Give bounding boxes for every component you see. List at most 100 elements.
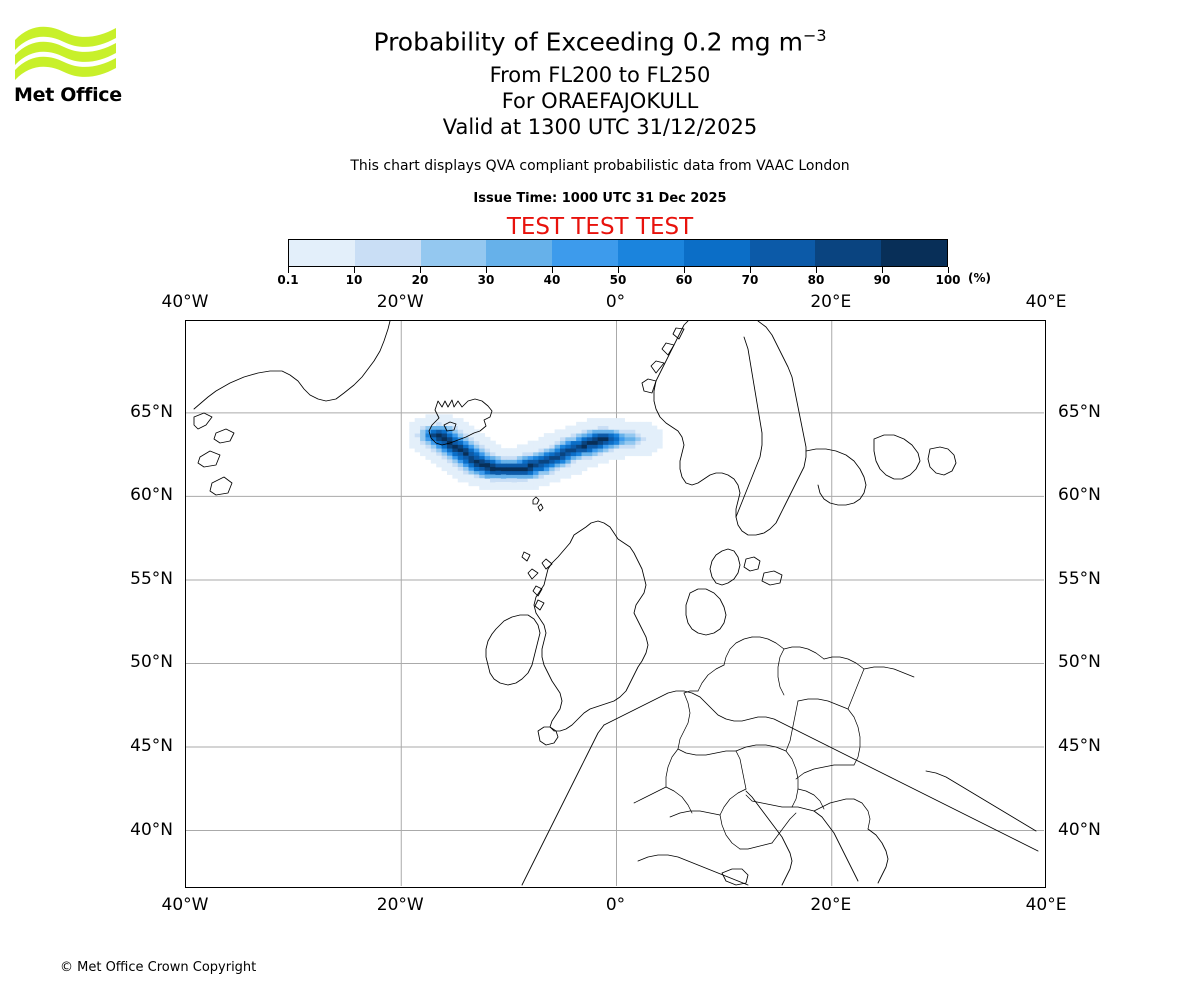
colorbar-tick-label: 60 bbox=[675, 273, 693, 287]
plume-cell bbox=[559, 429, 566, 434]
plume-cell bbox=[479, 448, 486, 453]
plume-cell bbox=[495, 478, 502, 483]
lat-label-right: 50°N bbox=[1058, 652, 1101, 673]
plume-cell bbox=[619, 455, 625, 460]
plume-cell bbox=[576, 448, 582, 453]
plume-cell bbox=[463, 433, 469, 438]
plume-cell bbox=[619, 418, 625, 423]
plume-cell bbox=[603, 418, 609, 423]
plume-cell bbox=[425, 421, 432, 427]
test-banner: TEST TEST TEST bbox=[506, 214, 694, 240]
plume-cell bbox=[452, 448, 459, 453]
plume-cell bbox=[495, 485, 502, 490]
plume-cell bbox=[613, 451, 620, 457]
plume-cell bbox=[549, 444, 556, 449]
plume-cell bbox=[441, 451, 448, 457]
plume-cell bbox=[484, 440, 491, 445]
plume-cell bbox=[463, 444, 469, 449]
plume-cell bbox=[420, 418, 426, 423]
copyright-text: © Met Office Crown Copyright bbox=[60, 960, 257, 975]
plume-cell bbox=[414, 425, 421, 430]
plume-cell bbox=[490, 448, 496, 453]
plume-cell bbox=[479, 466, 486, 472]
lat-label-right: 65°N bbox=[1058, 401, 1101, 422]
plume-cell bbox=[446, 436, 453, 442]
colorbar-tick bbox=[618, 267, 619, 273]
plume-cell bbox=[441, 418, 448, 423]
plume-cell bbox=[441, 433, 448, 438]
lat-label-right: 60°N bbox=[1058, 485, 1101, 506]
lon-label-bottom: 0° bbox=[605, 895, 626, 915]
plume-cell bbox=[538, 478, 545, 483]
plume-cell bbox=[651, 440, 658, 445]
plume-cell bbox=[446, 414, 453, 419]
plume-cell bbox=[565, 444, 572, 449]
plume-cell bbox=[581, 444, 588, 449]
plume-cell bbox=[527, 482, 534, 487]
colorbar-band-2 bbox=[420, 240, 487, 266]
lat-label-right: 40°N bbox=[1058, 819, 1101, 840]
plume-cell bbox=[420, 425, 426, 430]
plume-cell bbox=[436, 418, 443, 423]
plume-cell bbox=[554, 433, 561, 438]
plume-cell bbox=[651, 425, 658, 430]
plume-cell bbox=[506, 455, 512, 460]
plume-cell bbox=[559, 455, 566, 460]
plume-cell bbox=[581, 463, 588, 468]
plume-cell bbox=[430, 459, 437, 464]
map-panel[interactable] bbox=[185, 320, 1046, 888]
plume-cell bbox=[420, 444, 426, 449]
plume-cell bbox=[613, 429, 620, 434]
plume-cell bbox=[592, 463, 599, 468]
plume-cell bbox=[608, 436, 615, 442]
plume-cell bbox=[608, 444, 615, 449]
plume-cell bbox=[468, 425, 475, 430]
plume-cell bbox=[420, 421, 426, 427]
plume-cell bbox=[656, 444, 663, 449]
plume-cell bbox=[543, 463, 550, 468]
plume-cell bbox=[597, 444, 604, 449]
plume-cell bbox=[495, 455, 502, 460]
plume-cell bbox=[624, 433, 631, 438]
colorbar-tick-label: 80 bbox=[807, 273, 825, 287]
plume-cell bbox=[613, 433, 620, 438]
plume-cell bbox=[581, 455, 588, 460]
plume-cell bbox=[538, 463, 545, 468]
plume-cell bbox=[543, 433, 550, 438]
plume-cell bbox=[522, 455, 529, 460]
plume-cell bbox=[511, 466, 518, 472]
colorbar-band-6 bbox=[683, 240, 750, 266]
plume-cell bbox=[538, 455, 545, 460]
plume-cell bbox=[420, 436, 426, 442]
plume-cell bbox=[597, 459, 604, 464]
plume-cell bbox=[506, 448, 512, 453]
plume-cell bbox=[603, 436, 609, 442]
plume-cell bbox=[473, 429, 480, 434]
colorbar-band-3 bbox=[486, 240, 553, 266]
plume-cell bbox=[527, 440, 534, 445]
plume-cell bbox=[619, 436, 625, 442]
plume-cell bbox=[516, 485, 523, 490]
plume-cell bbox=[651, 444, 658, 449]
plume-cell bbox=[463, 470, 469, 475]
colorbar-tick bbox=[750, 267, 751, 273]
colorbar-band-0 bbox=[289, 240, 355, 266]
plume-cell bbox=[446, 418, 453, 423]
plume-cell bbox=[516, 463, 523, 468]
plume-cell bbox=[500, 470, 507, 475]
plume-cell bbox=[565, 448, 572, 453]
plume-cell bbox=[522, 485, 529, 490]
plume-cell bbox=[624, 429, 631, 434]
plume-cell bbox=[603, 455, 609, 460]
probability-colorbar: 0.1 10 20 30 40 50 60 70 80 90 100 bbox=[277, 239, 961, 287]
plume-cell bbox=[565, 470, 572, 475]
plume-cell bbox=[565, 459, 572, 464]
plume-cell bbox=[543, 448, 550, 453]
plume-cell bbox=[414, 421, 421, 427]
plume-cell bbox=[613, 436, 620, 442]
plume-cell bbox=[446, 444, 453, 449]
plume-cell bbox=[576, 425, 582, 430]
plume-cell bbox=[624, 440, 631, 445]
plume-cell bbox=[479, 433, 486, 438]
plume-cell bbox=[635, 421, 642, 427]
